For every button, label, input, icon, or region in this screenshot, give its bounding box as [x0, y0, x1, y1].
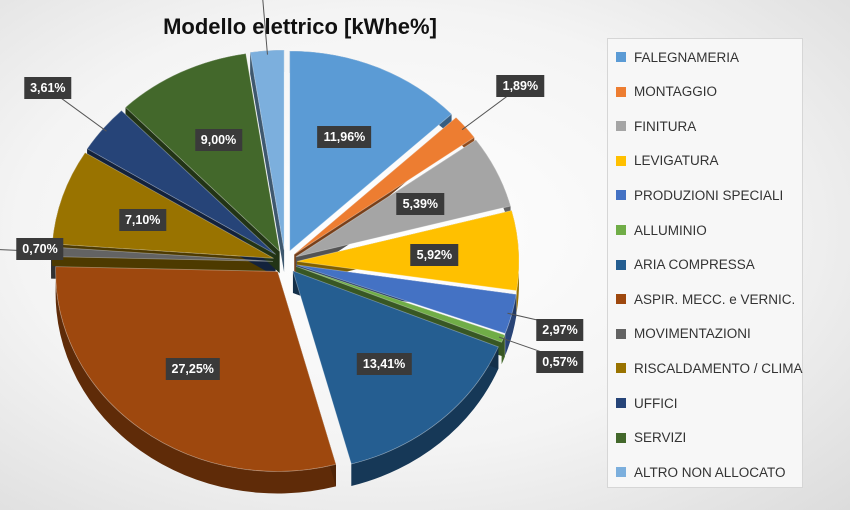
legend-label-10: UFFICI: [634, 395, 678, 411]
pie-slice-wall-12: [250, 52, 285, 273]
legend-item-10: UFFICI: [616, 394, 678, 412]
legend-label-4: PRODUZIONI SPECIALI: [634, 187, 784, 203]
legend-swatch-4: [616, 190, 626, 201]
legend-item-11: SERVIZI: [616, 429, 686, 447]
pie-slice-3: [296, 210, 520, 292]
legend-swatch-10: [616, 398, 626, 408]
legend-swatch-8: [616, 328, 626, 339]
data-label-7: 27,25%: [165, 358, 220, 381]
legend-item-9: RISCALDAMENTO / CLIMA: [616, 359, 803, 377]
legend-swatch-2: [616, 121, 626, 132]
legend-item-1: MONTAGGIO: [616, 83, 717, 101]
legend-label-7: ASPIR. MECC. e VERNIC.: [634, 291, 796, 307]
pie-chart: [0, 0, 581, 494]
pie-slice-side-7: [55, 266, 336, 494]
legend-label-12: ALTRO NON ALLOCATO: [634, 464, 786, 480]
data-label-6: 13,41%: [356, 352, 412, 375]
legend-item-4: PRODUZIONI SPECIALI: [616, 186, 783, 204]
legend-swatch-12: [616, 467, 626, 478]
data-label-11: 9,00%: [194, 129, 243, 152]
legend-swatch-1: [616, 86, 626, 97]
legend-item-3: LEVIGATURA: [616, 152, 719, 170]
legend-label-0: FALEGNAMERIA: [634, 49, 740, 65]
data-label-2: 5,39%: [396, 192, 445, 215]
legend-label-8: MOVIMENTAZIONI: [634, 326, 751, 342]
pie-slice-side-6: [351, 346, 499, 486]
data-label-5: 0,57%: [536, 350, 584, 373]
legend-label-9: RISCALDAMENTO / CLIMA: [634, 360, 803, 376]
legend-item-2: FINITURA: [616, 117, 696, 135]
legend-swatch-7: [616, 294, 626, 305]
legend-label-5: ALLUMINIO: [634, 222, 707, 238]
legend-swatch-9: [616, 363, 626, 374]
data-label-9: 7,10%: [118, 208, 167, 231]
legend-label-6: ARIA COMPRESSA: [634, 257, 755, 273]
data-label-1: 1,89%: [496, 75, 545, 98]
legend-item-6: ARIA COMPRESSA: [616, 256, 755, 274]
legend-label-1: MONTAGGIO: [634, 84, 717, 100]
legend: FALEGNAMERIA MONTAGGIO FINITURA LEVIGATURA P…: [607, 38, 803, 488]
legend-swatch-6: [616, 259, 626, 270]
legend-item-7: ASPIR. MECC. e VERNIC.: [616, 290, 795, 308]
data-label-0: 11,96%: [317, 126, 372, 149]
legend-label-3: LEVIGATURA: [634, 153, 719, 169]
data-label-10: 3,61%: [24, 77, 72, 100]
legend-item-5: ALLUMINIO: [616, 221, 707, 239]
legend-label-2: FINITURA: [634, 118, 697, 134]
pie-slice-0: [289, 50, 453, 252]
legend-swatch-3: [616, 155, 626, 166]
legend-swatch-0: [616, 52, 626, 62]
legend-item-12: ALTRO NON ALLOCATO: [616, 463, 786, 481]
legend-item-0: FALEGNAMERIA: [616, 48, 739, 66]
data-label-4: 2,97%: [536, 318, 584, 341]
data-label-8: 0,70%: [16, 237, 64, 260]
chart-title: Modello elettrico [kWhe%]: [163, 14, 437, 39]
legend-item-8: MOVIMENTAZIONI: [616, 325, 751, 343]
legend-swatch-11: [616, 432, 626, 443]
legend-swatch-5: [616, 225, 626, 235]
data-label-3: 5,92%: [410, 243, 459, 266]
leader-line-12: [262, 0, 268, 55]
pie-slice-11: [124, 53, 281, 253]
legend-label-11: SERVIZI: [634, 430, 687, 446]
